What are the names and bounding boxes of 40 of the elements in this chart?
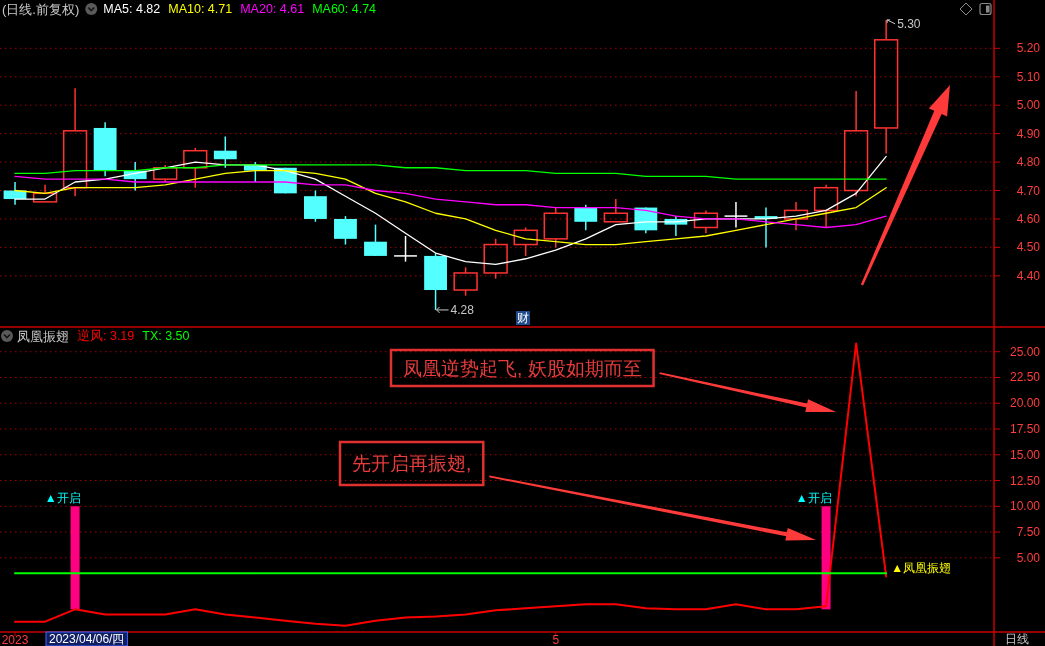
text: 日线 <box>1005 632 1029 646</box>
y-tick-label: 7.50 <box>1016 525 1041 540</box>
line-series <box>14 164 887 180</box>
text: MA60: 4.74 <box>312 2 377 16</box>
y-tick-label: 5.00 <box>1016 550 1041 565</box>
text: 2023/04/06/四 <box>49 632 125 646</box>
data-label: ▲开启 <box>44 491 81 506</box>
x-tick-label: 5 <box>552 632 560 646</box>
y-tick-label: 5.00 <box>1016 98 1041 113</box>
y-tick-label: 4.70 <box>1016 183 1041 198</box>
chart-title: 凤凰振翅 <box>17 328 69 344</box>
y-tick-label: 4.50 <box>1016 240 1041 255</box>
line-series <box>14 342 888 627</box>
annotation: 凤凰逆势起飞, 妖股如期而至 <box>403 357 642 379</box>
y-tick-label: 15.00 <box>1009 447 1041 462</box>
x-tick-label: 2023 <box>1 632 29 646</box>
annotation: 先开启再振翅, <box>352 453 472 474</box>
y-tick-label: 10.00 <box>1009 499 1041 514</box>
data-label: ▲开启 <box>795 491 832 506</box>
text: MA5: 4.82 <box>103 2 161 16</box>
text: MA10: 4.71 <box>168 2 233 16</box>
chart-title: (日线.前复权) <box>2 1 80 17</box>
annotation: 4.28 <box>450 302 475 317</box>
y-tick-label: 5.10 <box>1016 69 1041 84</box>
y-tick-label: 17.50 <box>1009 422 1041 437</box>
y-tick-label: 4.80 <box>1016 155 1041 170</box>
text: 逆风: 3.19 <box>77 329 135 343</box>
y-tick-label: 22.50 <box>1009 370 1041 385</box>
y-tick-label: 20.00 <box>1009 396 1041 411</box>
y-tick-label: 5.20 <box>1016 41 1041 56</box>
data-label: ▲凤凰振翅 <box>891 561 952 576</box>
y-tick-label: 4.60 <box>1016 211 1041 226</box>
text: MA20: 4.61 <box>240 2 305 16</box>
y-tick-label: 4.90 <box>1016 126 1041 141</box>
annotation: 财 <box>517 311 529 325</box>
y-tick-label: 12.50 <box>1009 473 1041 488</box>
text: TX: 3.50 <box>142 329 190 343</box>
y-tick-label: 25.00 <box>1009 344 1041 359</box>
y-tick-label: 4.40 <box>1016 268 1041 283</box>
annotation: 5.30 <box>897 16 921 31</box>
